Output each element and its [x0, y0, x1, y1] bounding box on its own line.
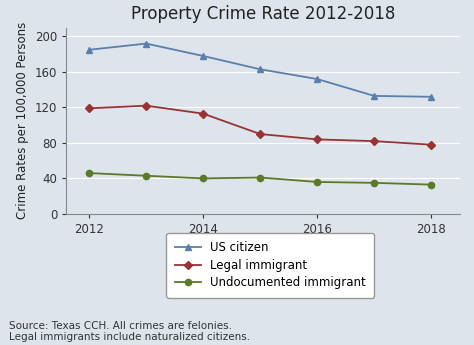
Line: US citizen: US citizen	[86, 40, 434, 100]
Legal immigrant	[201, 111, 206, 116]
Legal immigrant	[314, 137, 320, 141]
Line: Undocumented immigrant: Undocumented immigrant	[86, 170, 434, 188]
Undocumented immigrant	[143, 174, 149, 178]
Legend: US citizen, Legal immigrant, Undocumented immigrant: US citizen, Legal immigrant, Undocumente…	[166, 233, 374, 298]
Legal immigrant	[428, 142, 434, 147]
US citizen	[372, 94, 377, 98]
Title: Property Crime Rate 2012-2018: Property Crime Rate 2012-2018	[131, 5, 395, 23]
Legal immigrant	[86, 106, 92, 110]
Line: Legal immigrant: Legal immigrant	[86, 102, 434, 148]
Y-axis label: Crime Rates per 100,000 Persons: Crime Rates per 100,000 Persons	[17, 22, 29, 219]
Legal immigrant	[257, 132, 263, 136]
Text: Source: Texas CCH. All crimes are felonies.
Legal immigrants include naturalized: Source: Texas CCH. All crimes are feloni…	[9, 321, 251, 343]
US citizen	[86, 48, 92, 52]
US citizen	[314, 77, 320, 81]
X-axis label: Year: Year	[250, 241, 276, 255]
Undocumented immigrant	[428, 183, 434, 187]
Undocumented immigrant	[372, 181, 377, 185]
US citizen	[143, 41, 149, 46]
Legal immigrant	[143, 104, 149, 108]
US citizen	[428, 95, 434, 99]
Undocumented immigrant	[86, 171, 92, 175]
Legal immigrant	[372, 139, 377, 143]
Undocumented immigrant	[257, 176, 263, 180]
Undocumented immigrant	[201, 176, 206, 180]
US citizen	[257, 67, 263, 71]
US citizen	[201, 54, 206, 58]
Undocumented immigrant	[314, 180, 320, 184]
